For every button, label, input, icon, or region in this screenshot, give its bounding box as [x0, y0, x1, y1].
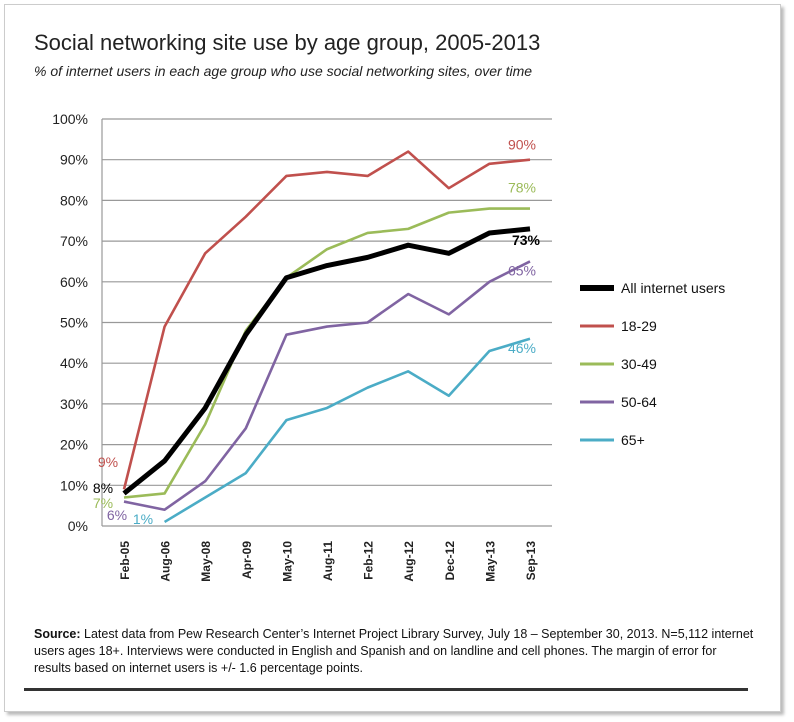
y-tick-label: 70% [60, 233, 88, 249]
x-tick-label: Apr-09 [240, 541, 254, 579]
chart-subtitle: % of internet users in each age group wh… [34, 63, 533, 79]
y-tick-label: 10% [60, 477, 88, 493]
legend-label: All internet users [621, 280, 725, 296]
start-label: 7% [93, 495, 113, 511]
y-tick-label: 20% [60, 437, 88, 453]
source-text: Latest data from Pew Research Center’s I… [34, 627, 754, 675]
frame [4, 4, 781, 712]
end-label: 65% [508, 262, 536, 278]
x-tick-label: May-08 [199, 541, 213, 582]
x-tick-label: Aug-06 [159, 541, 173, 582]
divider [24, 688, 748, 691]
start-label: 6% [107, 507, 127, 523]
source-label: Source: [34, 627, 81, 641]
series-line-18-29 [122, 150, 531, 490]
series-line-65- [163, 337, 531, 524]
x-tick-label: May-10 [280, 541, 294, 582]
legend-label: 30-49 [621, 356, 657, 372]
start-label: 8% [93, 480, 113, 496]
x-tick-label: Sep-13 [524, 541, 538, 581]
x-tick-label: May-13 [483, 541, 497, 582]
y-tick-label: 60% [60, 274, 88, 290]
y-tick-label: 80% [60, 192, 88, 208]
end-label: 90% [508, 137, 536, 153]
legend-label: 18-29 [621, 318, 657, 334]
start-label: 1% [133, 511, 153, 527]
series-line-30-49 [123, 207, 530, 499]
y-tick-label: 40% [60, 355, 88, 371]
end-label: 46% [508, 340, 536, 356]
y-tick-label: 90% [60, 152, 88, 168]
x-tick-label: Dec-12 [443, 541, 457, 581]
series-line-50-64 [123, 260, 531, 512]
end-label: 73% [512, 232, 541, 248]
series-line-all-internet-users [122, 226, 531, 496]
y-tick-label: 100% [52, 111, 88, 127]
legend-label: 50-64 [621, 394, 657, 410]
y-tick-label: 50% [60, 315, 88, 331]
y-tick-label: 30% [60, 396, 88, 412]
start-label: 9% [98, 454, 118, 470]
source-note: Source: Latest data from Pew Research Ce… [34, 626, 754, 677]
x-tick-label: Aug-12 [402, 541, 416, 582]
x-tick-label: Feb-12 [362, 541, 376, 580]
chart-title: Social networking site use by age group,… [34, 30, 541, 55]
x-tick-label: Feb-05 [118, 541, 132, 580]
x-tick-label: Aug-11 [321, 541, 335, 581]
y-tick-label: 0% [68, 518, 88, 534]
legend-label: 65+ [621, 432, 645, 448]
end-label: 78% [508, 180, 536, 196]
